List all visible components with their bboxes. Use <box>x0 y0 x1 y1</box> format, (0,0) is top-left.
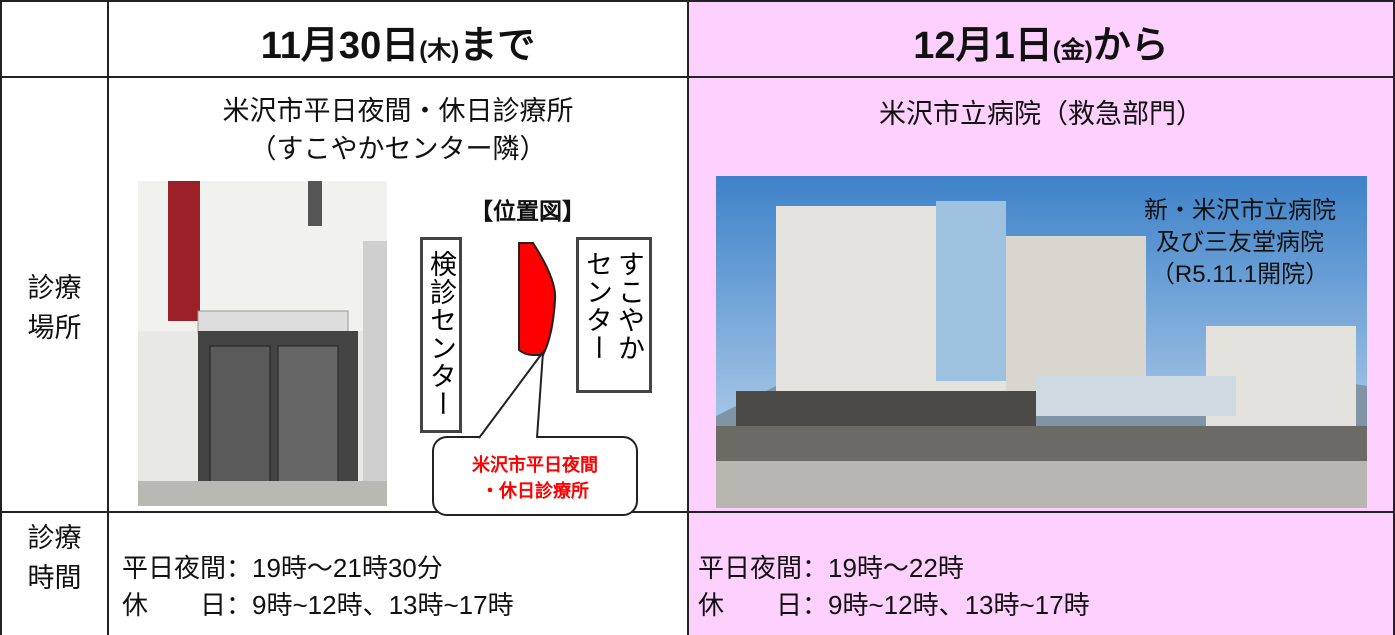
date: 12月1日 <box>913 25 1053 67</box>
hours-line: 平日夜間：19時～21時30分 <box>122 553 443 583</box>
hospital-name: 米沢市立病院（救急部門） <box>879 99 1203 129</box>
label-line: 時間 <box>27 563 82 593</box>
hours-line: 休 日：9時~12時、13時~17時 <box>698 590 1090 620</box>
border <box>0 511 1395 513</box>
caption-line: 及び三友堂病院 <box>1156 229 1324 256</box>
caption-line: （R5.11.1開院） <box>1150 261 1330 288</box>
hours-line: 平日夜間：19時～22時 <box>698 553 964 583</box>
label-line: 場所 <box>27 313 82 343</box>
border <box>0 76 1395 78</box>
building-label: 検診センター <box>426 250 456 418</box>
caption-line: 新・米沢市立病院 <box>1144 197 1336 224</box>
map-title: 【位置図】 <box>470 198 585 224</box>
weekday: (金) <box>1052 37 1093 64</box>
building-label: すこやか <box>614 250 644 362</box>
hours-before: 平日夜間：19時～21時30分休 日：9時~12時、13時~17時 <box>122 550 514 624</box>
hours-line: 休 日：9時~12時、13時~17時 <box>122 590 514 620</box>
label-line: 診療 <box>27 273 82 303</box>
text-line: （すこやかセンター隣） <box>249 134 547 164</box>
header-after: 12月1日(金)から <box>689 14 1393 69</box>
row-label: 診療 場所 <box>2 268 107 348</box>
border <box>0 0 1395 2</box>
suffix: から <box>1092 25 1169 67</box>
border <box>1393 0 1395 635</box>
row-label: 診療 時間 <box>2 518 107 598</box>
text-line: 米沢市平日夜間・休日診療所 <box>222 96 574 126</box>
location-name: 米沢市平日夜間・休日診療所 （すこやかセンター隣） <box>109 92 687 168</box>
hospital-image <box>716 176 1367 508</box>
date: 11月30日 <box>260 25 420 67</box>
callout-graphic <box>432 242 638 516</box>
right-building: すこやか センター <box>576 237 652 393</box>
callout-line: ・休日診療所 <box>481 481 589 501</box>
hours-after: 平日夜間：19時～22時休 日：9時~12時、13時~17時 <box>698 550 1090 624</box>
weekday: (木) <box>419 37 460 64</box>
suffix: まで <box>459 25 536 67</box>
border <box>687 0 689 635</box>
border <box>0 0 2 635</box>
border <box>107 0 109 635</box>
callout-text: 米沢市平日夜間 ・休日診療所 <box>433 452 637 504</box>
clinic-photo <box>138 181 387 506</box>
callout-line: 米沢市平日夜間 <box>472 455 598 475</box>
header-before: 11月30日(木)まで <box>109 14 687 69</box>
image-caption: 新・米沢市立病院 及び三友堂病院 （R5.11.1開院） <box>1120 195 1360 291</box>
building-label: センター <box>582 250 612 362</box>
left-building: 検診センター <box>420 237 462 433</box>
label-line: 診療 <box>27 523 82 553</box>
